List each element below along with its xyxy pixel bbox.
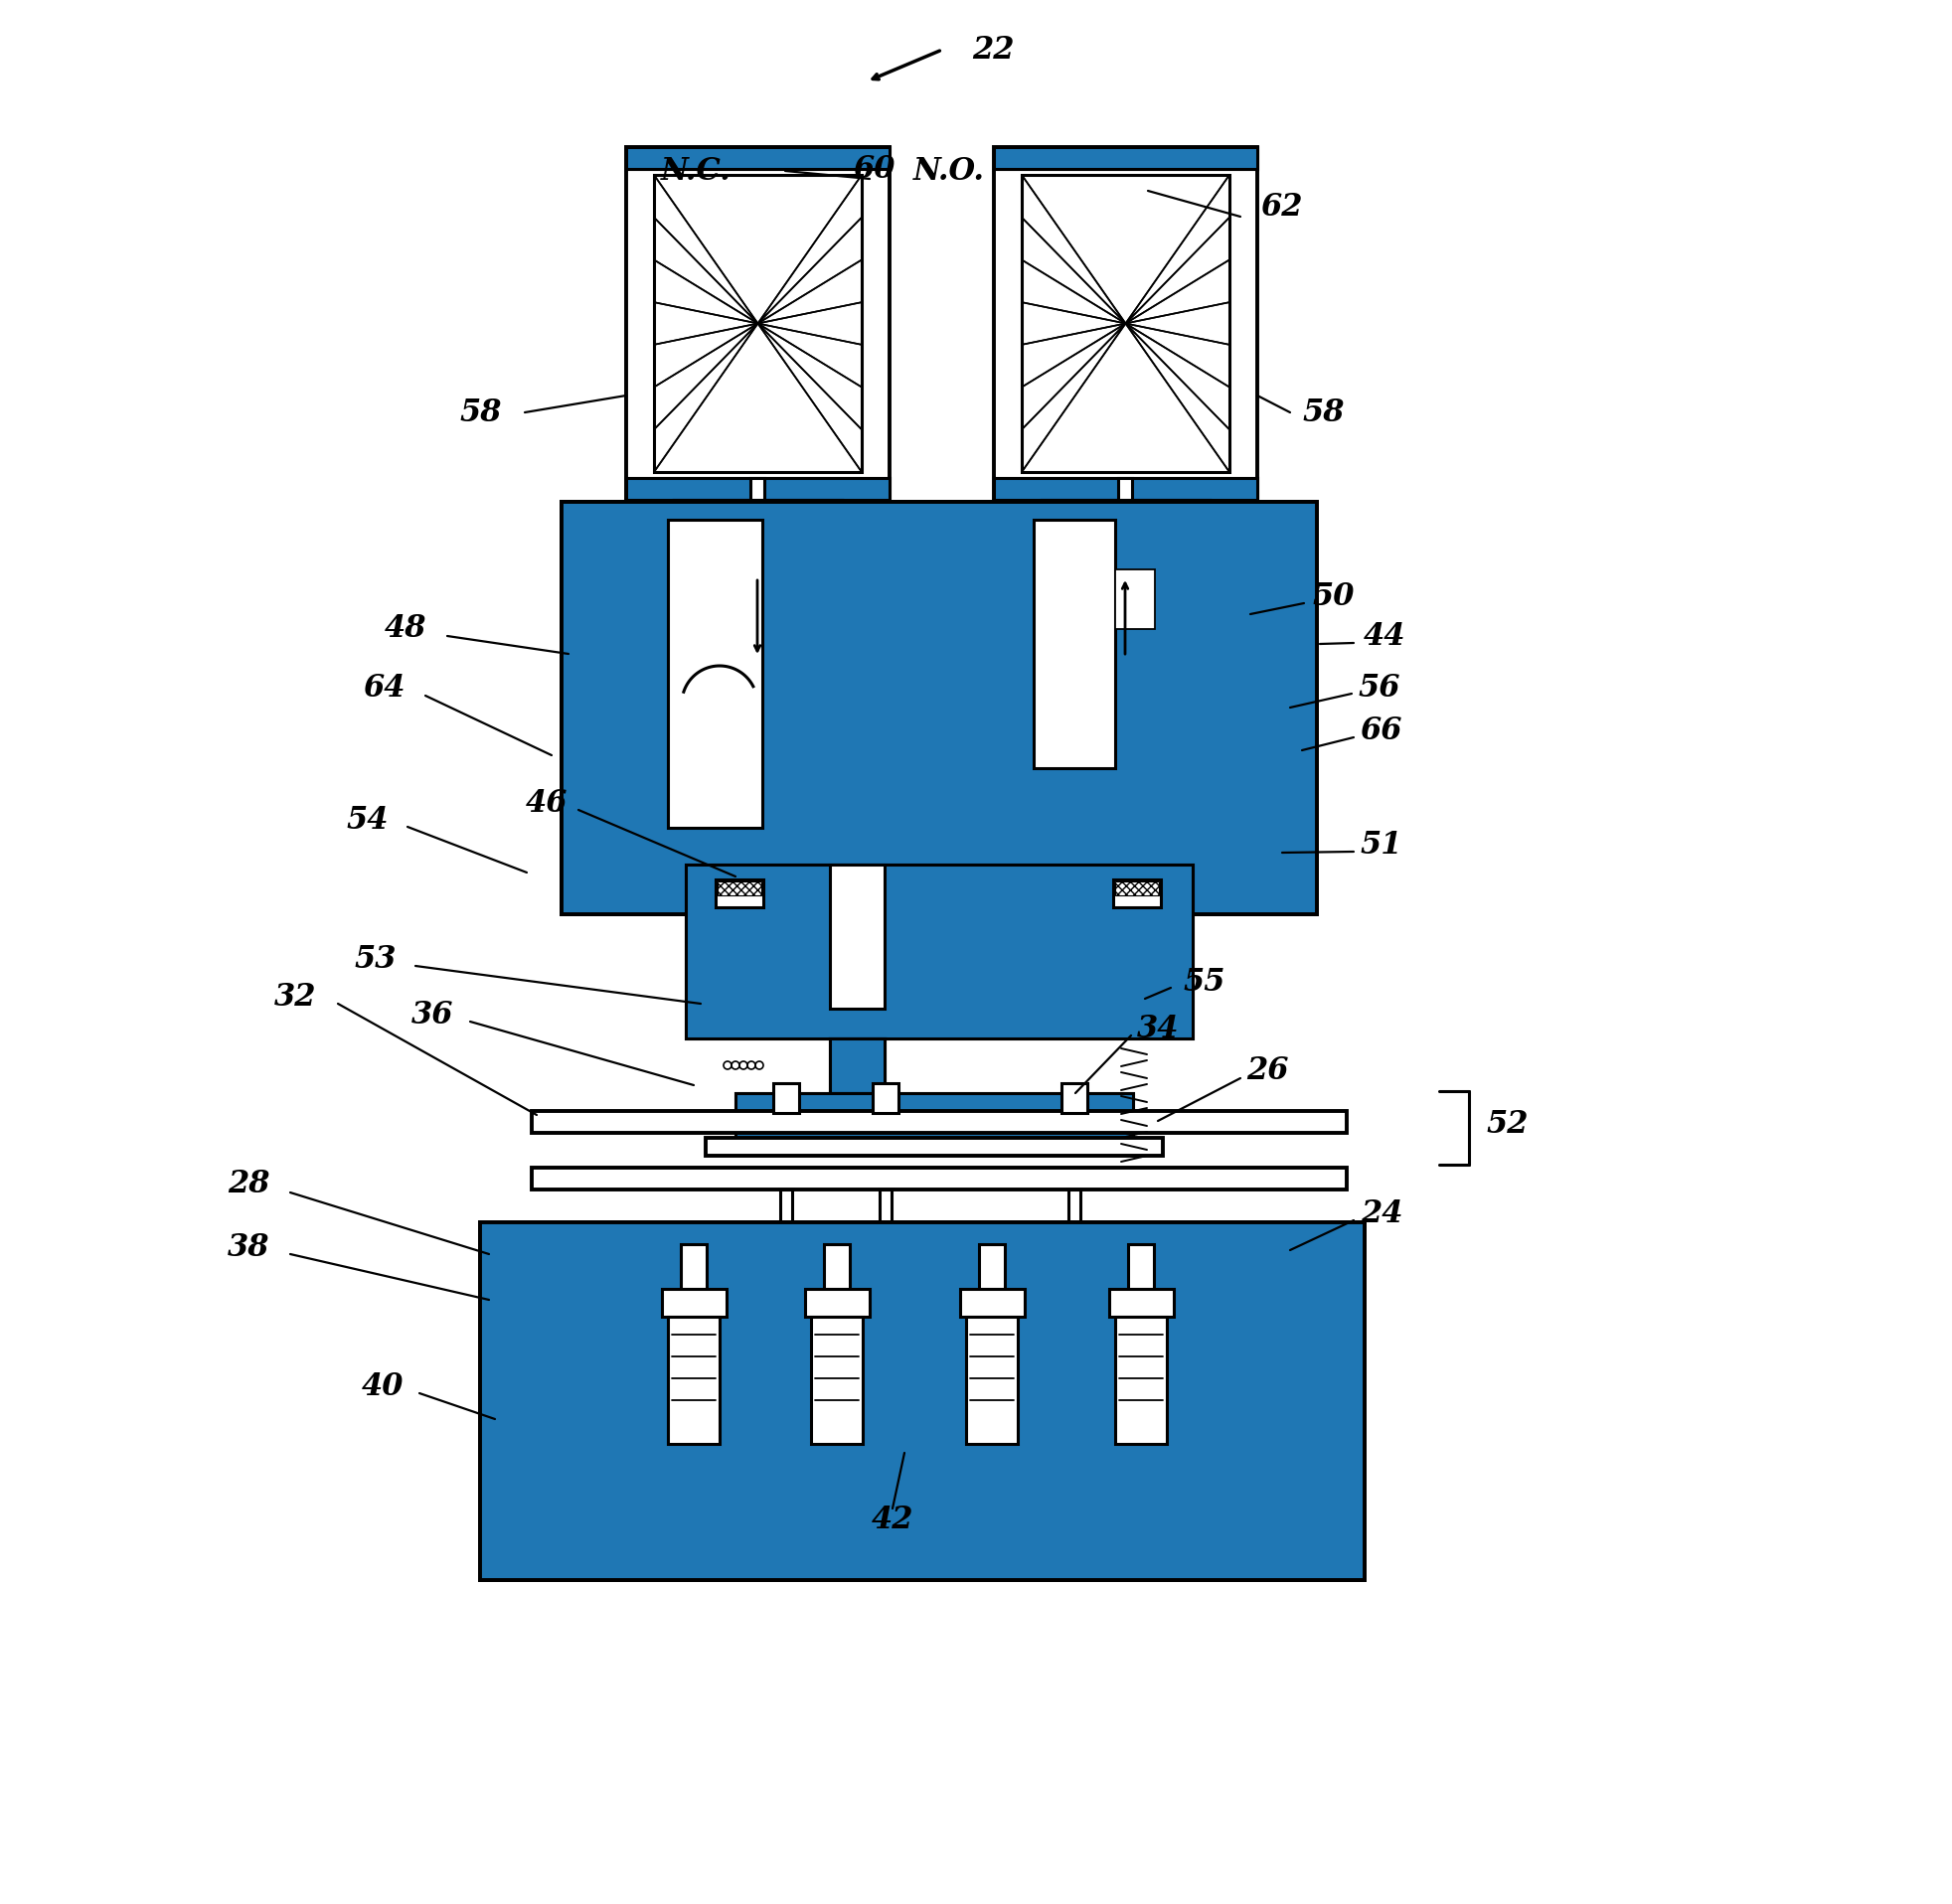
Bar <box>1115 1318 1167 1443</box>
Bar <box>1042 501 1210 529</box>
Bar <box>994 478 1257 501</box>
Bar <box>627 478 890 501</box>
Bar <box>1062 1083 1087 1114</box>
Bar <box>681 1243 707 1289</box>
Bar <box>627 147 890 169</box>
Bar <box>1109 1289 1173 1318</box>
Bar <box>718 882 761 895</box>
Bar <box>880 1190 892 1224</box>
Bar <box>750 478 765 577</box>
Bar <box>830 1038 884 1093</box>
Text: 54: 54 <box>347 803 388 836</box>
Bar <box>716 880 763 908</box>
Bar <box>824 1243 849 1289</box>
Text: 28: 28 <box>226 1169 269 1200</box>
Bar <box>654 175 861 472</box>
Bar <box>668 520 763 828</box>
Bar <box>830 1038 884 1093</box>
Bar <box>562 503 1318 914</box>
Text: 32: 32 <box>273 981 316 1013</box>
Bar <box>1128 1243 1154 1289</box>
Bar <box>673 501 841 529</box>
Bar <box>480 1222 1364 1580</box>
Text: 34: 34 <box>1136 1013 1179 1043</box>
Bar <box>1042 501 1210 529</box>
Bar <box>736 1093 1132 1139</box>
Bar <box>668 1318 720 1443</box>
Text: 56: 56 <box>1359 672 1402 703</box>
Bar <box>830 864 884 1009</box>
Bar <box>1068 1190 1079 1224</box>
Text: N.O.: N.O. <box>914 156 986 187</box>
Bar <box>1021 175 1230 472</box>
Bar <box>1115 882 1159 895</box>
Text: 24: 24 <box>1361 1200 1403 1230</box>
Bar <box>810 1318 863 1443</box>
Bar <box>994 147 1257 169</box>
Text: 38: 38 <box>226 1232 269 1262</box>
Bar <box>994 147 1257 501</box>
Text: 46: 46 <box>525 788 568 819</box>
Text: 60: 60 <box>853 154 896 185</box>
Bar <box>531 1167 1347 1190</box>
Bar <box>873 1083 898 1114</box>
Text: 40: 40 <box>361 1371 404 1401</box>
Bar <box>830 1038 884 1093</box>
Bar <box>994 147 1257 169</box>
Bar <box>627 147 890 501</box>
Bar <box>662 1289 726 1318</box>
Bar <box>1113 880 1161 908</box>
Bar <box>773 1083 798 1114</box>
Bar <box>531 1112 1347 1133</box>
Text: 66: 66 <box>1361 716 1403 746</box>
Bar <box>480 1222 1364 1580</box>
Text: 22: 22 <box>972 34 1015 65</box>
Bar <box>994 478 1257 501</box>
Bar <box>1115 569 1156 628</box>
Text: 64: 64 <box>363 672 406 703</box>
Bar <box>685 864 1193 1038</box>
Bar <box>1035 520 1115 767</box>
Text: 62: 62 <box>1261 190 1302 223</box>
Text: 48: 48 <box>385 613 427 644</box>
Bar <box>736 1093 1132 1139</box>
Text: 58: 58 <box>1302 398 1345 428</box>
Bar <box>966 1318 1017 1443</box>
Text: 44: 44 <box>1362 621 1405 651</box>
Bar <box>627 478 890 501</box>
Text: N.C.: N.C. <box>660 156 730 187</box>
Bar <box>781 1190 793 1224</box>
Text: 58: 58 <box>461 398 502 428</box>
Bar <box>685 864 1193 1038</box>
Text: 52: 52 <box>1485 1110 1528 1140</box>
Text: 42: 42 <box>871 1504 914 1537</box>
Bar <box>804 1289 871 1318</box>
Bar <box>562 503 1318 914</box>
Bar <box>980 1243 1005 1289</box>
Text: 50: 50 <box>1312 581 1355 611</box>
Bar <box>960 1289 1025 1318</box>
Text: 26: 26 <box>1245 1057 1288 1087</box>
Bar <box>627 147 890 169</box>
Text: 53: 53 <box>355 944 396 975</box>
Bar <box>707 1139 1163 1156</box>
Text: 36: 36 <box>412 1000 453 1030</box>
Text: 55: 55 <box>1183 967 1226 998</box>
Text: 51: 51 <box>1361 830 1403 861</box>
Bar <box>673 501 841 529</box>
Bar <box>1118 478 1132 607</box>
